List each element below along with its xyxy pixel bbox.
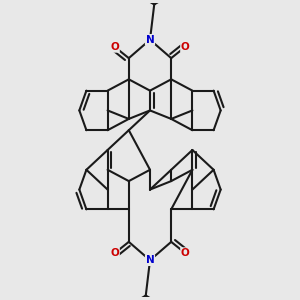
Text: O: O	[110, 248, 119, 258]
Text: N: N	[146, 35, 154, 45]
Text: O: O	[181, 42, 190, 52]
Text: O: O	[110, 248, 119, 258]
Text: O: O	[110, 42, 119, 52]
Text: N: N	[146, 255, 154, 265]
Text: O: O	[110, 42, 119, 52]
Text: O: O	[181, 248, 190, 258]
Text: O: O	[181, 248, 190, 258]
Text: N: N	[146, 255, 154, 265]
Text: O: O	[181, 42, 190, 52]
Text: N: N	[146, 35, 154, 45]
